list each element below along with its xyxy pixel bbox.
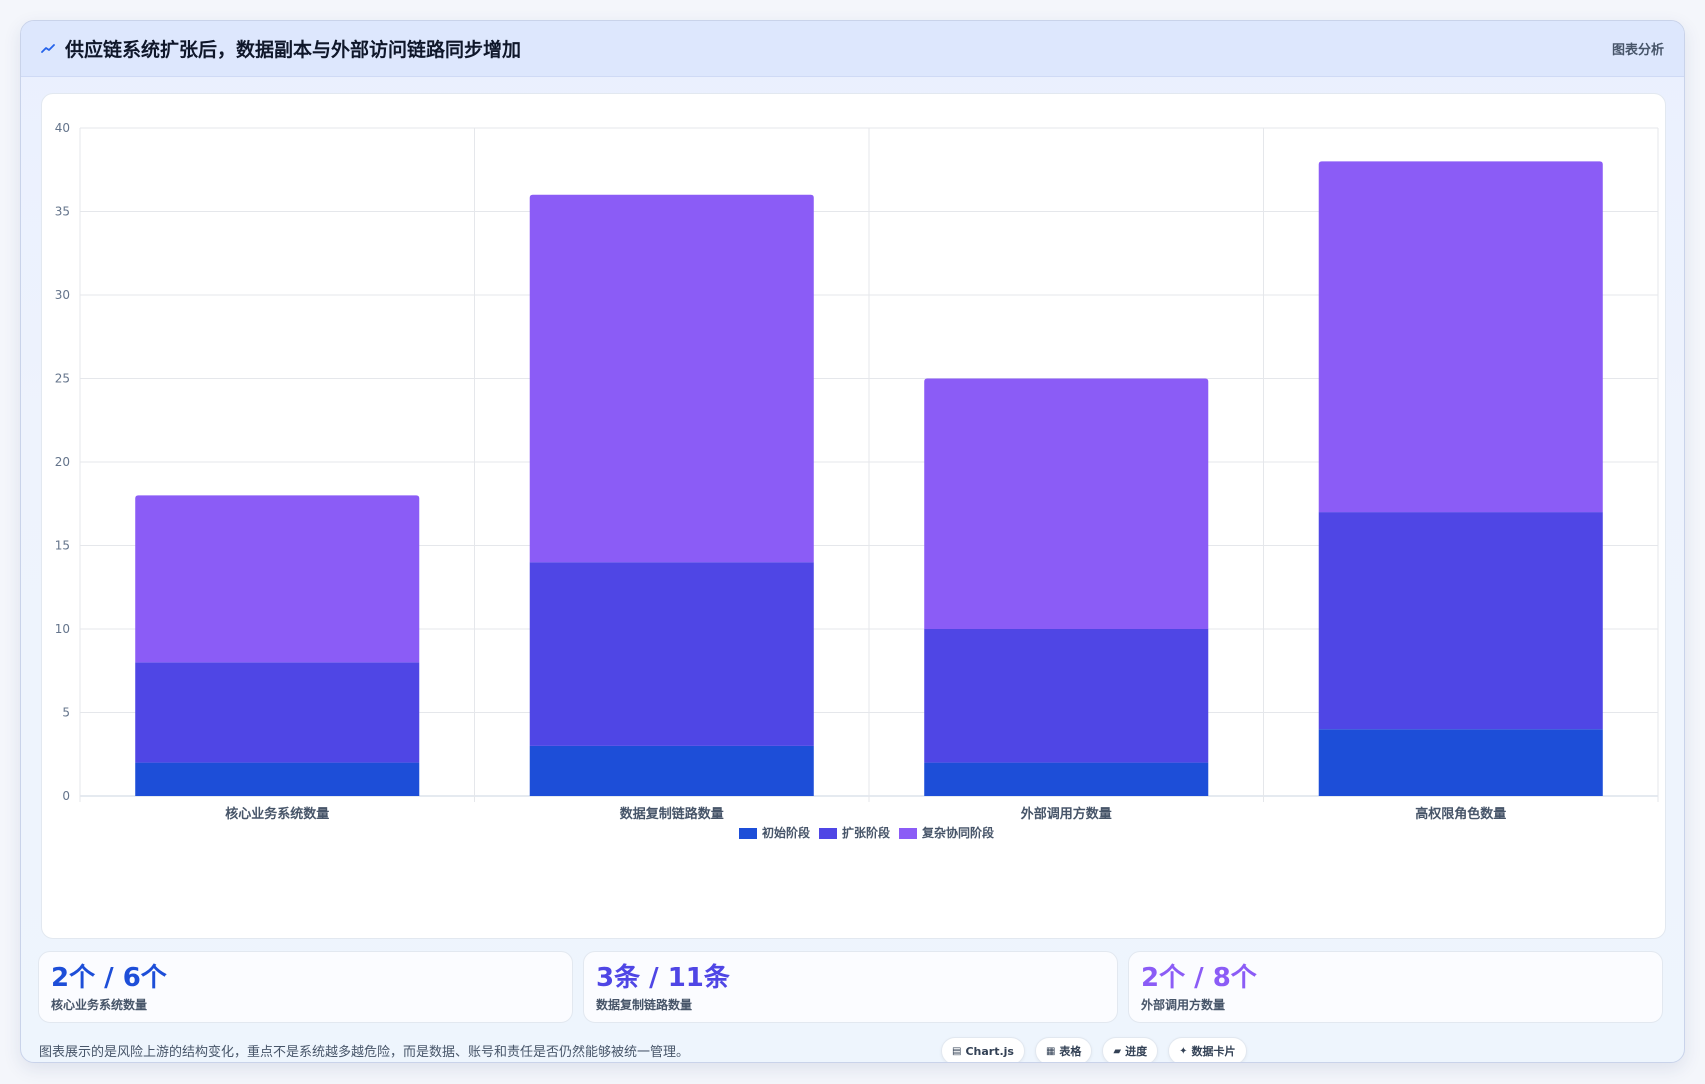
chart-analysis-label: 图表分析	[1611, 43, 1664, 58]
chip-table[interactable]: ▦ 表格	[1034, 1037, 1093, 1062]
bar-segment	[529, 194, 814, 563]
legend-label: 初始阶段	[762, 825, 811, 840]
chip-label: 数据卡片	[1191, 1045, 1236, 1058]
y-tick-label: 5	[62, 706, 70, 720]
header-title-group: 供应链系统扩张后，数据副本与外部访问链路同步增加	[41, 35, 521, 62]
app-window: 供应链系统扩张后，数据副本与外部访问链路同步增加 图表分析 0 5 10 15 20 25…	[20, 20, 1685, 1063]
chip-chartjs[interactable]: ▤ Chart.js	[941, 1037, 1025, 1062]
bar-segment	[135, 762, 420, 796]
bar-segment	[924, 762, 1209, 796]
chart-icon: ▤	[952, 1045, 962, 1057]
stat-card-replication-links: 3条 / 11条 数据复制链路数量	[583, 951, 1118, 1023]
table-icon: ▦	[1045, 1045, 1056, 1057]
card-icon: ✦	[1179, 1045, 1188, 1057]
legend-swatch	[899, 828, 917, 839]
x-category-label: 高权限角色数量	[1415, 806, 1506, 822]
chip-label: 表格	[1059, 1045, 1082, 1058]
progress-icon: ▰	[1113, 1045, 1122, 1057]
page-title: 供应链系统扩张后，数据副本与外部访问链路同步增加	[65, 39, 522, 61]
y-tick-label: 10	[55, 622, 70, 636]
chart-card: 0 5 10 15 20 25 30 35 40 核心业务系统数量 数据复制链路数量 外部调用方数量 高…	[41, 93, 1666, 939]
bar-segment	[1318, 161, 1603, 513]
y-tick-label: 40	[55, 121, 70, 135]
stat-label: 外部调用方数量	[1141, 998, 1226, 1012]
bar-segment	[529, 745, 814, 796]
legend-swatch	[739, 828, 757, 839]
x-category-label: 数据复制链路数量	[620, 806, 724, 822]
stat-value: 2个 / 6个	[51, 963, 167, 993]
bar-segment	[135, 662, 420, 763]
bar-segment	[924, 378, 1209, 629]
bar-segment	[1318, 512, 1603, 730]
x-category-label: 外部调用方数量	[1020, 806, 1112, 822]
trend-icon	[41, 43, 55, 53]
bar-segment	[135, 495, 420, 663]
chip-label: Chart.js	[965, 1044, 1014, 1058]
chip-data-card[interactable]: ✦ 数据卡片	[1168, 1037, 1247, 1062]
stat-value: 3条 / 11条	[596, 963, 730, 993]
stat-value: 2个 / 8个	[1141, 963, 1257, 993]
stat-label: 数据复制链路数量	[596, 998, 693, 1012]
y-tick-label: 25	[55, 372, 70, 386]
legend-label: 扩张阶段	[842, 825, 891, 840]
chip-label: 进度	[1125, 1045, 1148, 1058]
footer-note: 图表展示的是风险上游的结构变化，重点不是系统越多越危险，而是数据、账号和责任是否…	[39, 1045, 690, 1060]
chip-progress[interactable]: ▰ 进度	[1102, 1037, 1159, 1062]
stat-label: 核心业务系统数量	[51, 998, 148, 1012]
legend-label: 复杂协同阶段	[921, 825, 995, 840]
bar-segment	[529, 562, 814, 746]
bar-segment	[924, 629, 1209, 763]
stat-card-external-callers: 2个 / 8个 外部调用方数量	[1128, 951, 1663, 1023]
header: 供应链系统扩张后，数据副本与外部访问链路同步增加 图表分析	[21, 21, 1684, 77]
y-tick-label: 0	[62, 789, 70, 803]
stacked-bar-chart: 0 5 10 15 20 25 30 35 40 核心业务系统数量 数据复制链路数量 外部调用方数量 高…	[55, 121, 1659, 840]
y-tick-label: 20	[55, 455, 70, 469]
y-tick-label: 15	[55, 539, 70, 553]
y-tick-label: 35	[55, 205, 70, 219]
x-category-label: 核心业务系统数量	[225, 806, 329, 822]
feature-chips: ▤ Chart.js ▦ 表格 ▰ 进度 ✦ 数据卡片	[941, 1037, 1247, 1062]
bar-segment	[1318, 729, 1603, 796]
legend-swatch	[819, 828, 837, 839]
stat-card-core-systems: 2个 / 6个 核心业务系统数量	[38, 951, 573, 1023]
y-tick-label: 30	[55, 288, 70, 302]
